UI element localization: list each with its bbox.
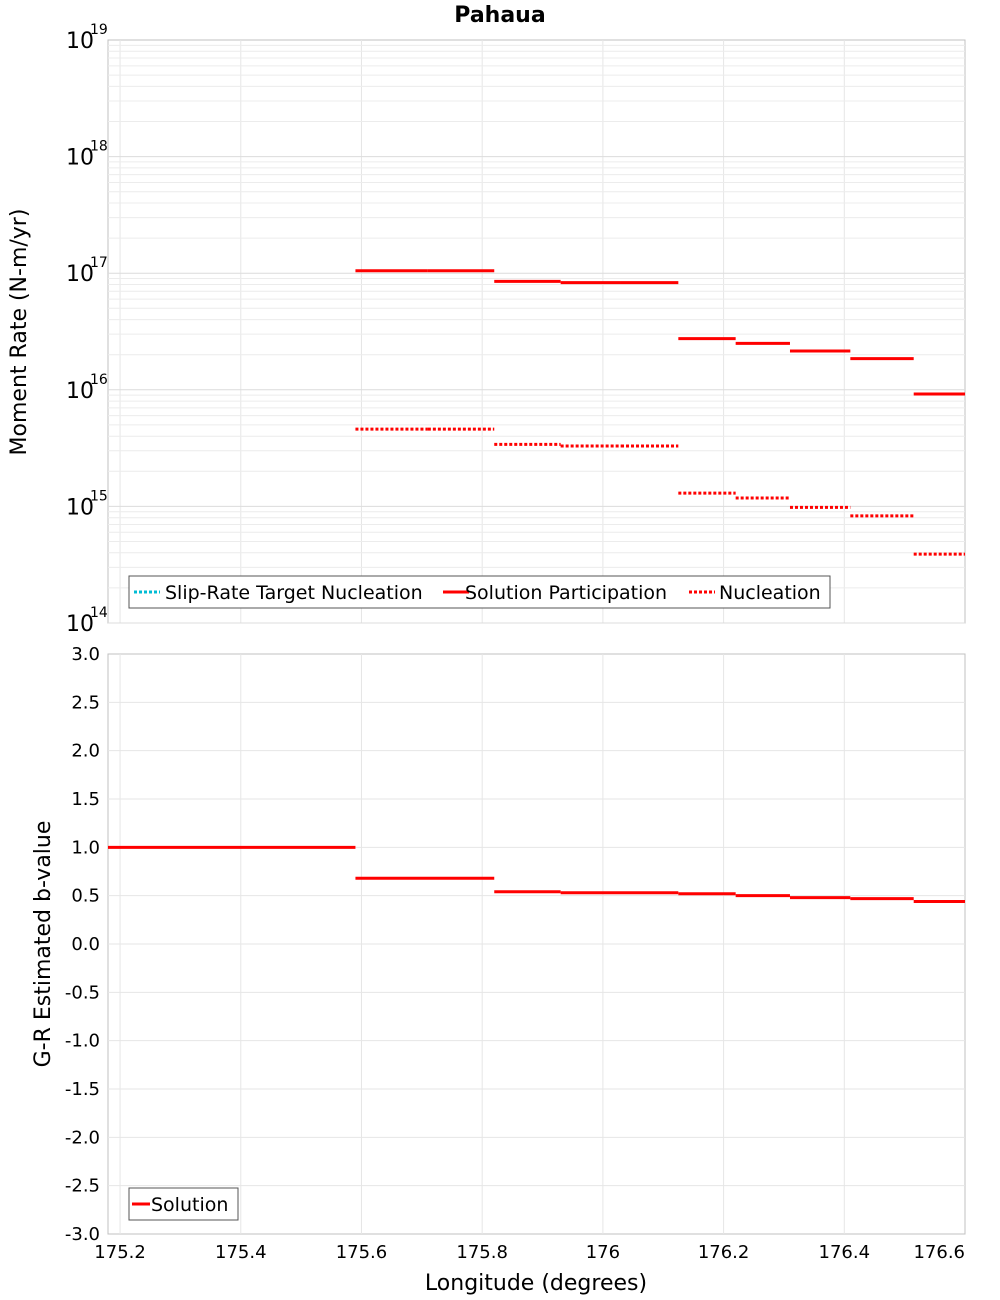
moment-rate-y-tick-label: 10 <box>66 379 94 404</box>
b-value-y-tick-label: 2.0 <box>71 741 100 762</box>
moment-rate-y-tick-label: 10 <box>66 262 94 287</box>
longitude-x-tick-label: 176.4 <box>819 1242 871 1263</box>
legend-label: Solution Participation <box>465 582 667 604</box>
moment-rate-y-tick-label: 10 <box>66 612 94 637</box>
longitude-x-tick-label: 176 <box>586 1242 620 1263</box>
legend-label: Slip-Rate Target Nucleation <box>165 582 423 604</box>
legend-label: Solution <box>151 1194 228 1216</box>
b-value-series <box>108 845 965 903</box>
longitude-x-ticks: 175.2 175.4 175.6 175.8 176 176.2 176.4 176.6 <box>94 1242 965 1263</box>
b-value-y-ticks: 3.0 2.5 2.0 1.5 1.0 0.5 0.0 -0.5 -1.0 -1.5 -2.0 -2.… <box>65 644 100 1245</box>
b-value-y-tick-label: -2.0 <box>65 1127 100 1148</box>
moment-rate-y-tick-label: 10 <box>66 146 94 171</box>
b-value-y-tick-label: 1.0 <box>71 837 100 858</box>
b-value-y-tick-label: -3.0 <box>65 1224 100 1245</box>
b-value-panel: 3.0 2.5 2.0 1.5 1.0 0.5 0.0 -0.5 -1.0 -1.5 -2.0 -2.… <box>31 644 966 1296</box>
b-value-legend: Solution <box>128 1187 239 1221</box>
longitude-x-tick-label: 175.8 <box>456 1242 508 1263</box>
longitude-x-tick-label: 175.6 <box>336 1242 388 1263</box>
moment-rate-series <box>355 269 965 556</box>
longitude-x-axis-label: Longitude (degrees) <box>425 1271 647 1296</box>
moment-rate-y-tick-exponent: 14 <box>90 605 108 621</box>
b-value-y-tick-label: -1.0 <box>65 1031 100 1052</box>
longitude-x-tick-label: 176.2 <box>698 1242 750 1263</box>
moment-rate-y-tick-label: 10 <box>66 29 94 54</box>
chart-title: Pahaua <box>454 3 545 28</box>
moment-rate-y-tick-exponent: 15 <box>90 488 108 504</box>
moment-rate-legend-box <box>128 575 831 609</box>
longitude-x-tick-label: 176.6 <box>913 1242 965 1263</box>
b-value-gridlines <box>108 654 965 1234</box>
moment-rate-y-tick-exponent: 19 <box>90 22 108 38</box>
b-value-y-tick-label: 0.5 <box>71 886 100 907</box>
b-value-y-tick-label: -1.5 <box>65 1079 100 1100</box>
b-value-y-tick-label: 0.0 <box>71 934 100 955</box>
b-value-y-axis-label: G-R Estimated b-value <box>31 821 56 1068</box>
b-value-y-tick-label: -2.5 <box>65 1176 100 1197</box>
moment-rate-legend: Slip-Rate Target Nucleation Solution Part… <box>128 575 831 609</box>
moment-rate-y-tick-exponent: 17 <box>90 255 108 271</box>
b-value-y-tick-label: -0.5 <box>65 982 100 1003</box>
longitude-x-tick-label: 175.4 <box>215 1242 267 1263</box>
longitude-x-tick-label: 175.2 <box>94 1242 146 1263</box>
b-value-y-tick-label: 1.5 <box>71 789 100 810</box>
legend-label: Nucleation <box>719 582 821 604</box>
moment-rate-y-tick-exponent: 16 <box>90 372 108 388</box>
moment-rate-plot-frame <box>107 39 966 624</box>
b-value-y-tick-label: 2.5 <box>71 692 100 713</box>
moment-rate-y-tick-label: 10 <box>66 495 94 520</box>
moment-rate-y-tick-exponent: 18 <box>90 139 108 155</box>
moment-rate-y-axis-label: Moment Rate (N-m/yr) <box>7 209 32 456</box>
b-value-y-tick-label: 3.0 <box>71 644 100 665</box>
